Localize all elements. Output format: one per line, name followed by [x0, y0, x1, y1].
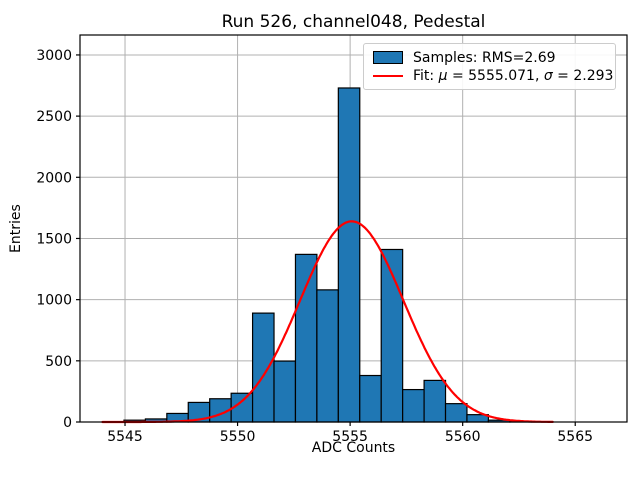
x-tick-label: 5545: [107, 429, 143, 445]
y-tick-label: 3000: [36, 48, 72, 64]
y-tick-label: 2500: [36, 109, 72, 125]
histogram-bar: [251, 312, 275, 423]
sigma-symbol: σ: [543, 67, 553, 84]
histogram-bar: [444, 403, 468, 423]
mu-symbol: μ: [438, 67, 448, 84]
plot-title: Run 526, channel048, Pedestal: [221, 12, 486, 32]
x-tick-label: 5550: [220, 429, 256, 445]
histogram-bar: [273, 360, 297, 423]
histogram-bar: [294, 253, 318, 423]
histogram-bar: [337, 87, 361, 423]
y-tick-label: 500: [45, 354, 72, 370]
legend-row-fit: Fit: μ = 5555.071, σ = 2.293: [373, 67, 613, 84]
fit-line-swatch: [373, 74, 403, 77]
y-axis-label: Entries: [8, 204, 24, 253]
x-tick-label: 5565: [557, 429, 593, 445]
x-tick-label: 5560: [445, 429, 481, 445]
x-axis-label: ADC Counts: [311, 440, 396, 456]
fit-curve: [101, 220, 554, 424]
axes-spines: [79, 34, 628, 423]
histogram-bar: [359, 374, 382, 423]
y-tick-label: 2000: [36, 170, 72, 186]
histogram-bar: [402, 388, 425, 423]
histogram-bar: [316, 289, 339, 423]
y-tick-label: 0: [63, 415, 72, 431]
samples-legend-label: Samples: RMS=2.69: [413, 49, 556, 66]
legend-row-samples: Samples: RMS=2.69: [373, 49, 606, 66]
samples-swatch: [373, 51, 403, 64]
histogram-bar: [423, 379, 447, 423]
fit-legend-label: Fit: μ = 5555.071, σ = 2.293: [413, 67, 614, 84]
x-tick-label: 5555: [332, 429, 368, 445]
legend: Samples: RMS=2.69 Fit: μ = 5555.071, σ =…: [363, 43, 616, 90]
y-tick-label: 1500: [36, 231, 72, 247]
y-tick-label: 1000: [36, 293, 72, 309]
